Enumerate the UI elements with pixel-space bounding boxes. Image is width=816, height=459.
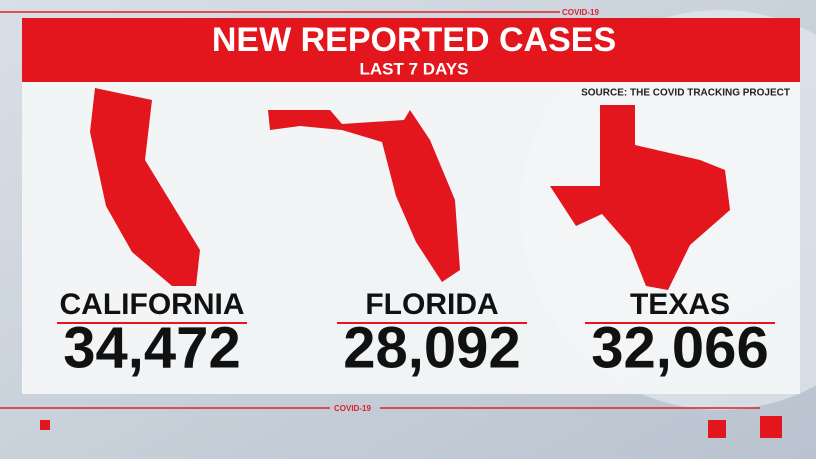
florida-shape: [268, 110, 460, 282]
case-count: 34,472: [63, 315, 240, 380]
bottom-tag: COVID-19: [334, 404, 371, 413]
source: SOURCE: THE COVID TRACKING PROJECT: [581, 88, 790, 99]
subtitle: LAST 7 DAYS: [360, 59, 469, 78]
banner: [22, 18, 800, 82]
decor-square: [708, 420, 726, 438]
state-name: TEXAS: [630, 288, 730, 321]
case-count: 32,066: [591, 315, 768, 380]
decor-square: [760, 416, 782, 438]
title: NEW REPORTED CASES: [212, 21, 616, 59]
texas-shape: [550, 105, 730, 290]
case-count: 28,092: [343, 315, 520, 380]
california-shape: [90, 88, 200, 286]
state-name: CALIFORNIA: [60, 288, 245, 321]
decor-square: [40, 420, 50, 430]
top-tag: COVID-19: [562, 8, 599, 17]
state-name: FLORIDA: [365, 288, 498, 321]
